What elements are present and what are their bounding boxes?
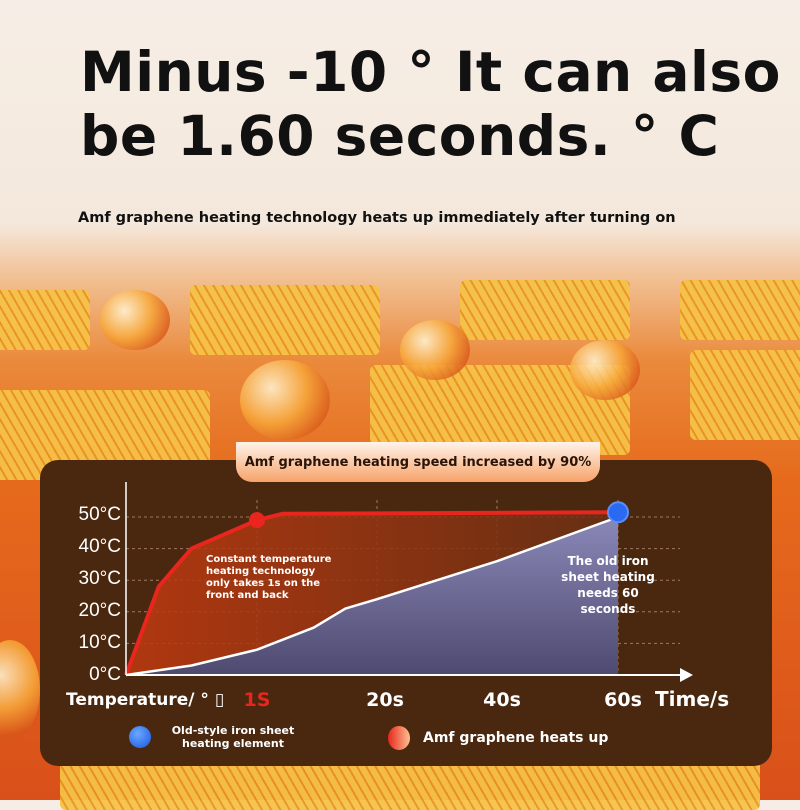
x-axis-label: Time/s: [655, 687, 730, 711]
x-tick-label: 40s: [483, 689, 521, 711]
y-tick-label: 10°C: [79, 632, 121, 653]
iron-60s-point: [607, 501, 629, 524]
iron-line: [125, 515, 619, 677]
graphene-1s-point: [249, 512, 265, 529]
speed-badge: Amf graphene heating speed increased by …: [236, 442, 600, 482]
x-tick-label: 60s: [604, 689, 642, 711]
x-tick-label: 1S: [244, 689, 271, 711]
iron-area: [126, 517, 618, 675]
y-tick-label: 0°C: [89, 664, 121, 685]
annotation-graphene: Constant temperature heating technology …: [206, 554, 332, 601]
y-tick-label: 40°C: [79, 536, 121, 557]
legend-iron-label: Old-style iron sheet heating element: [171, 724, 295, 750]
subtitle: Amf graphene heating technology heats up…: [78, 210, 676, 226]
x-tick-label: 20s: [366, 689, 404, 711]
graphene-line: [124, 510, 619, 676]
x-axis-arrow: [680, 668, 693, 682]
legend-graphene-label: Amf graphene heats up: [423, 730, 609, 746]
legend-iron-marker: [129, 726, 151, 748]
annotation-iron: The old iron sheet heating needs 60 seco…: [561, 554, 655, 616]
headline: Minus -10 ° It can also be 1.60 seconds.…: [80, 40, 781, 168]
y-tick-label: 50°C: [79, 504, 121, 525]
legend-graphene-marker: [388, 726, 410, 750]
y-tick-label: 20°C: [79, 600, 121, 621]
y-axis-label: Temperature/ ° ▯: [66, 690, 225, 710]
y-tick-label: 30°C: [79, 568, 121, 589]
